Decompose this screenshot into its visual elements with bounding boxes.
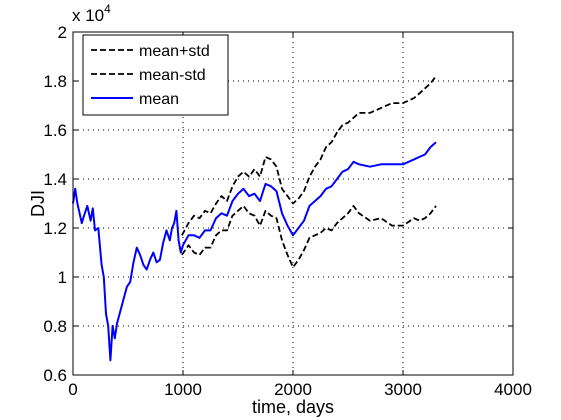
x-tick-labels: 0 1000 2000 3000 4000 bbox=[68, 380, 532, 399]
series-line-mean-std bbox=[181, 75, 437, 236]
y-multiplier-label: x 104 bbox=[72, 2, 111, 25]
y-tick-label: 1.4 bbox=[43, 170, 67, 189]
y-tick-label: 2 bbox=[58, 23, 67, 42]
legend-box bbox=[82, 34, 229, 116]
legend-label: mean bbox=[139, 91, 179, 108]
x-tick-label: 0 bbox=[68, 380, 77, 399]
x-axis-label: time, days bbox=[252, 397, 334, 417]
y-tick-label: 1 bbox=[58, 268, 67, 287]
tick-marks bbox=[72, 31, 514, 376]
y-tick-label: 1.2 bbox=[43, 219, 67, 238]
y-tick-labels: 0.6 0.8 1 1.2 1.4 1.6 1.8 2 bbox=[43, 23, 67, 385]
series-line-mean-std bbox=[181, 205, 437, 269]
legend: mean+std mean-std mean bbox=[82, 34, 229, 116]
y-tick-label: 1.8 bbox=[43, 72, 67, 91]
y-multiplier-base: x 10 bbox=[72, 6, 104, 25]
legend-label: mean-std bbox=[139, 67, 206, 84]
x-tick-label: 4000 bbox=[494, 380, 532, 399]
x-tick-label: 2000 bbox=[274, 380, 312, 399]
y-axis-label: DJI bbox=[28, 190, 48, 217]
series-layer bbox=[72, 75, 437, 362]
y-tick-label: 0.8 bbox=[43, 317, 67, 336]
y-multiplier-exponent: 4 bbox=[104, 2, 111, 16]
x-tick-label: 1000 bbox=[164, 380, 202, 399]
grid bbox=[73, 32, 513, 375]
legend-label: mean+std bbox=[139, 43, 210, 60]
series-line-mean bbox=[72, 141, 437, 362]
x-tick-label: 3000 bbox=[384, 380, 422, 399]
y-tick-label: 0.6 bbox=[43, 366, 67, 385]
y-tick-label: 1.6 bbox=[43, 121, 67, 140]
